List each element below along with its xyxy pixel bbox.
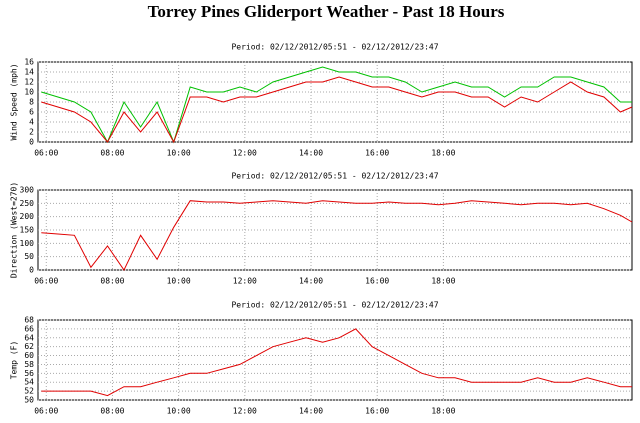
y-tick-label: 64 xyxy=(24,333,34,342)
y-tick-label: 50 xyxy=(24,396,34,405)
x-tick-label: 18:00 xyxy=(431,149,455,158)
y-tick-label: 150 xyxy=(20,226,35,235)
y-tick-label: 66 xyxy=(24,324,34,333)
y-tick-label: 100 xyxy=(20,239,35,248)
x-tick-label: 16:00 xyxy=(365,407,389,416)
x-tick-label: 12:00 xyxy=(233,407,257,416)
y-tick-label: 10 xyxy=(24,88,34,97)
chart-title: Period: 02/12/2012/05:51 - 02/12/2012/23… xyxy=(231,301,438,310)
series-line xyxy=(41,76,633,144)
y-tick-label: 62 xyxy=(24,342,34,351)
x-tick-label: 06:00 xyxy=(34,407,58,416)
x-tick-label: 16:00 xyxy=(365,149,389,158)
x-tick-label: 14:00 xyxy=(299,277,323,286)
page-title: Torrey Pines Gliderport Weather - Past 1… xyxy=(148,2,505,21)
y-tick-label: 50 xyxy=(24,252,34,261)
y-tick-label: 60 xyxy=(24,351,34,360)
y-axis-label: Temp (F) xyxy=(10,341,19,380)
x-tick-label: 12:00 xyxy=(233,277,257,286)
x-tick-label: 14:00 xyxy=(299,407,323,416)
x-tick-label: 08:00 xyxy=(100,407,124,416)
x-tick-label: 06:00 xyxy=(34,277,58,286)
y-tick-label: 16 xyxy=(24,58,34,67)
x-tick-label: 06:00 xyxy=(34,149,58,158)
y-tick-label: 4 xyxy=(29,118,34,127)
series-line xyxy=(41,328,632,397)
x-tick-label: 10:00 xyxy=(167,407,191,416)
series-line xyxy=(41,200,633,271)
y-tick-label: 6 xyxy=(29,108,34,117)
x-tick-label: 08:00 xyxy=(100,277,124,286)
y-tick-label: 250 xyxy=(20,199,35,208)
plot-area xyxy=(37,319,633,401)
y-tick-label: 2 xyxy=(29,128,34,137)
y-tick-label: 0 xyxy=(29,138,34,147)
y-tick-label: 68 xyxy=(24,316,34,325)
x-tick-label: 14:00 xyxy=(299,149,323,158)
y-tick-label: 54 xyxy=(24,378,34,387)
chart-title: Period: 02/12/2012/05:51 - 02/12/2012/23… xyxy=(231,43,438,52)
x-tick-label: 12:00 xyxy=(233,149,257,158)
y-tick-label: 14 xyxy=(24,68,34,77)
x-tick-label: 18:00 xyxy=(431,277,455,286)
y-tick-label: 56 xyxy=(24,369,34,378)
y-tick-label: 12 xyxy=(24,78,34,87)
x-tick-label: 08:00 xyxy=(100,149,124,158)
x-tick-label: 10:00 xyxy=(167,149,191,158)
x-tick-label: 16:00 xyxy=(365,277,389,286)
y-tick-label: 58 xyxy=(24,360,34,369)
y-tick-label: 300 xyxy=(20,186,35,195)
y-tick-label: 0 xyxy=(29,266,34,275)
x-tick-label: 18:00 xyxy=(431,407,455,416)
y-axis-label: Direction (West=270) xyxy=(10,182,19,278)
x-tick-label: 10:00 xyxy=(167,277,191,286)
series-line xyxy=(41,66,632,144)
y-axis-label: Wind Speed (mph) xyxy=(10,63,19,140)
y-tick-label: 200 xyxy=(20,212,35,221)
y-tick-label: 52 xyxy=(24,387,34,396)
y-tick-label: 8 xyxy=(29,98,34,107)
chart-title: Period: 02/12/2012/05:51 - 02/12/2012/23… xyxy=(231,172,438,181)
